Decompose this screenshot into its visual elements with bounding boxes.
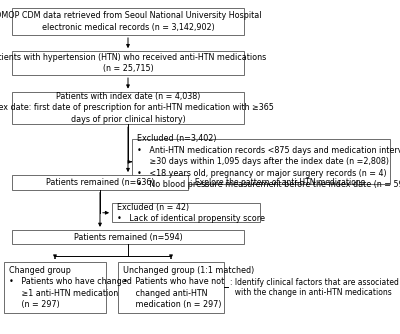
Text: Patients remained (n=594): Patients remained (n=594)	[74, 233, 182, 241]
FancyBboxPatch shape	[132, 139, 390, 184]
FancyBboxPatch shape	[112, 203, 260, 222]
Text: Excluded (n=3,402)
•   Anti-HTN medication records <875 days and medication inte: Excluded (n=3,402) • Anti-HTN medication…	[137, 134, 400, 189]
FancyBboxPatch shape	[12, 51, 244, 75]
FancyBboxPatch shape	[12, 92, 244, 124]
Text: Patients with index date (n = 4,038)
(index date: first date of prescription for: Patients with index date (n = 4,038) (in…	[0, 92, 274, 124]
FancyBboxPatch shape	[12, 175, 188, 190]
Text: Patients with hypertension (HTN) who received anti-HTN medications
(n = 25,715): Patients with hypertension (HTN) who rec…	[0, 53, 267, 73]
Text: Patients remained (n=636): Patients remained (n=636)	[46, 178, 154, 187]
FancyBboxPatch shape	[118, 262, 224, 313]
FancyBboxPatch shape	[12, 230, 244, 244]
FancyBboxPatch shape	[12, 8, 244, 35]
Text: OMOP CDM data retrieved from Seoul National University Hospital
electronic medic: OMOP CDM data retrieved from Seoul Natio…	[0, 11, 261, 32]
FancyBboxPatch shape	[4, 262, 106, 313]
Text: Changed group
•   Patients who have changed
     ≥1 anti-HTN medication
     (n : Changed group • Patients who have change…	[9, 266, 132, 309]
Text: : Explore the pattern of anti-HTN medications: : Explore the pattern of anti-HTN medica…	[190, 178, 365, 187]
Text: Excluded (n = 42)
•   Lack of identical propensity score: Excluded (n = 42) • Lack of identical pr…	[117, 202, 265, 223]
Text: Unchanged group (1:1 matched)
•   Patients who have not
     changed anti-HTN
  : Unchanged group (1:1 matched) • Patients…	[123, 266, 254, 309]
Text: : Identify clinical factors that are associated
  with the change in anti-HTN me: : Identify clinical factors that are ass…	[230, 278, 399, 297]
